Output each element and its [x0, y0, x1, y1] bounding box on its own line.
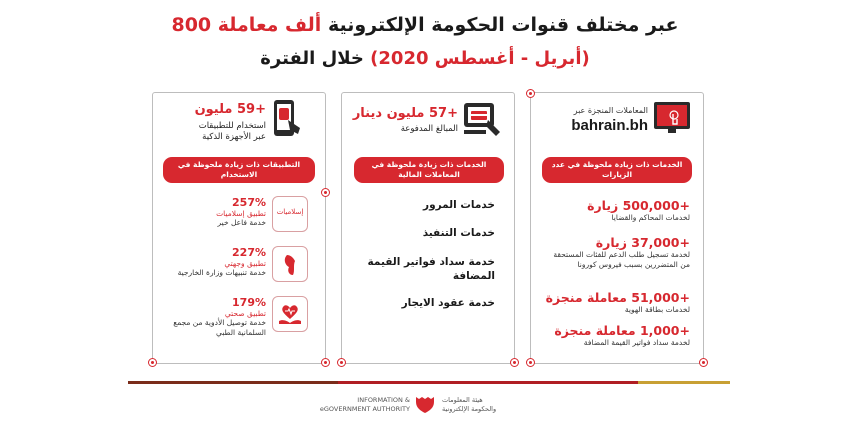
footer-en-1: INFORMATION &: [357, 396, 410, 404]
footer-bar-gold: [638, 381, 730, 384]
footer-ar-1: هيئة المعلومات: [442, 396, 483, 404]
panel-dot: [699, 358, 708, 367]
apps-value: +59 مليون: [194, 102, 266, 117]
app-item: 179% تطبيق صحتي خدمة توصيل الأدوية من مج…: [173, 296, 266, 337]
footer-ar-2: والحكومة الإلكترونية: [442, 405, 497, 413]
footer-bar-brown: [128, 381, 338, 384]
payments-label: المبالغ المدفوعة: [400, 124, 458, 134]
payment-terminal-icon: [460, 100, 505, 140]
panel-dot: [526, 358, 535, 367]
subheadline-rest: خلال الفترة: [260, 48, 364, 69]
smartphone-icon: [270, 98, 306, 140]
wejhati-app-icon: [272, 246, 308, 282]
panel-dot: [148, 358, 157, 367]
panel-dot: [321, 188, 330, 197]
panel-dot: [510, 358, 519, 367]
brand-label: المعاملات المنجزة عبر: [573, 106, 648, 115]
headline-red: ألف معاملة: [217, 14, 322, 36]
panel-dot: [337, 358, 346, 367]
list-item: +51,000 معاملة منجزة لخدمات بطاقة الهوية: [545, 290, 690, 314]
footer-en-2: eGOVERNMENT AUTHORITY: [319, 405, 410, 413]
app-item: 257% تطبيق إسلاميات خدمة فاعل خير: [216, 196, 266, 227]
payments-value: +57 مليون دينار: [352, 106, 458, 121]
bahrain-emblem-icon: [414, 390, 436, 414]
list-item: خدمة سداد فواتير القيمة المضافة: [367, 256, 495, 282]
list-item: خدمات المرور: [423, 199, 495, 211]
brand-name: bahrain.bh: [571, 117, 648, 134]
list-item: +1,000 معاملة منجزة لخدمة سداد فواتير ال…: [554, 323, 690, 347]
headline: عبر مختلف قنوات الحكومة الإلكترونية ألف …: [150, 14, 700, 36]
list-item: +37,000 زيارة لخدمة تسجيل طلب الدعم للفئ…: [553, 235, 690, 269]
headline-number: 800: [171, 14, 212, 36]
touchscreen-icon: [652, 100, 692, 136]
list-item: خدمات التنفيذ: [422, 227, 495, 239]
subheadline-red: (أبريل - أغسطس 2020): [370, 48, 590, 69]
list-item: +500,000 زيارة لخدمات المحاكم والقضايا: [587, 198, 690, 222]
panel-bahrain-bh: [530, 92, 704, 364]
pill-apps: التطبيقات ذات زيادة ملحوظة في الاستخدام: [163, 157, 315, 183]
panel-dot: [526, 89, 535, 98]
app-item: 227% تطبيق وجهتي خدمة تنبيهات وزارة الخا…: [177, 246, 266, 277]
list-item: خدمة عقود الايجار: [401, 297, 495, 309]
panel-dot: [321, 358, 330, 367]
headline-rest: عبر مختلف قنوات الحكومة الإلكترونية: [327, 14, 679, 36]
subheadline: (أبريل - أغسطس 2020) خلال الفترة: [150, 48, 700, 69]
apps-label-1: استخدام للتطبيقات: [198, 121, 266, 131]
islamiyat-app-icon: إسلاميات: [272, 196, 308, 232]
footer-bar-red: [338, 381, 638, 384]
apps-label-2: عبر الأجهزة الذكية: [202, 132, 266, 142]
pill-visits: الخدمات ذات زيادة ملحوظة في عدد الزيارات: [542, 157, 692, 183]
panel-payments: [341, 92, 515, 364]
pill-financial: الخدمات ذات زيادة ملحوظة في المعاملات ال…: [354, 157, 504, 183]
sehati-app-icon: [272, 296, 308, 332]
